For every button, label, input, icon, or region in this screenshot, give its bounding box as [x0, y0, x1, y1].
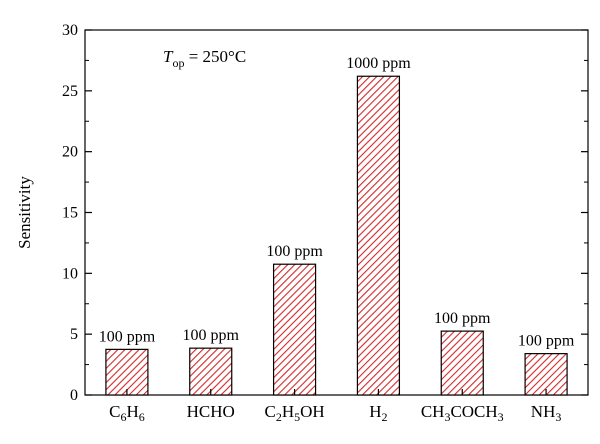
data-label: 100 ppm	[266, 243, 323, 260]
y-axis-label: Sensitivity	[15, 176, 34, 249]
y-tick-label: 5	[70, 326, 78, 343]
y-tick-label: 25	[62, 83, 78, 100]
y-tick-label: 10	[62, 265, 78, 282]
plot-frame	[84, 29, 589, 396]
data-label: 1000 ppm	[346, 55, 411, 72]
x-tick-label: NH3	[531, 402, 562, 424]
operating-temperature-annotation: Top = 250°C	[163, 47, 246, 70]
data-label: 100 ppm	[99, 328, 156, 345]
data-label: 100 ppm	[518, 333, 575, 350]
x-tick-label: CH3COCH3	[421, 402, 504, 424]
x-tick-label: C6H6	[109, 402, 145, 424]
bar	[189, 347, 233, 396]
x-tick-label: H2	[369, 402, 387, 424]
y-tick-label: 0	[70, 387, 78, 404]
bar	[356, 75, 401, 396]
bar	[272, 263, 317, 396]
y-tick-label: 15	[62, 205, 78, 222]
bar	[524, 353, 568, 396]
x-tick-label: HCHO	[187, 402, 235, 421]
bar	[440, 330, 484, 396]
bar	[105, 348, 149, 396]
data-label: 100 ppm	[183, 327, 240, 344]
data-label: 100 ppm	[434, 310, 491, 327]
y-tick-label: 30	[62, 22, 78, 39]
y-tick-label: 20	[62, 144, 78, 161]
x-tick-label: C2H5OH	[264, 402, 324, 424]
